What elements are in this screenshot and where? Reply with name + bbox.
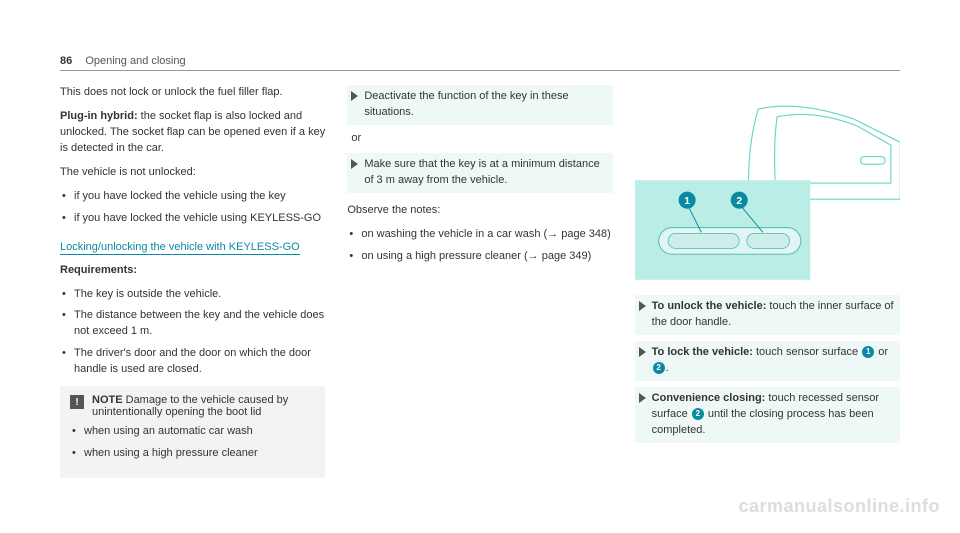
callout-2-label: 2 (736, 196, 742, 207)
body-text: This does not lock or unlock the fuel fi… (60, 85, 325, 101)
note-box: ! NOTE Damage to the vehicle caused by u… (60, 386, 325, 478)
body-text: Plug-in hybrid: the socket flap is also … (60, 109, 325, 157)
emphasis: Requirements: (60, 264, 137, 276)
watermark: carmanualsonline.info (738, 496, 940, 517)
action-item: Make sure that the key is at a minimum d… (347, 153, 612, 193)
action-list: To unlock the vehicle: touch the inner s… (635, 295, 900, 443)
list-item: on washing the vehicle in a car wash (→ … (347, 227, 612, 243)
body-text: . (666, 362, 669, 374)
triangle-icon (351, 91, 358, 101)
callout-ref-2: 2 (653, 362, 665, 374)
action-list: Deactivate the function of the key in th… (347, 85, 612, 125)
list-item: when using an automatic car wash (70, 424, 315, 440)
callout-ref-1: 1 (862, 346, 874, 358)
list-item: The distance between the key and the veh… (60, 308, 325, 340)
arrow-icon: → (547, 228, 558, 240)
section-heading-link: Locking/unlocking the vehicle with KEYLE… (60, 241, 300, 255)
action-item: To unlock the vehicle: touch the inner s… (635, 295, 900, 335)
note-text: NOTE Damage to the vehicle caused by uni… (92, 394, 315, 418)
emphasis: Convenience closing: (652, 392, 766, 404)
column-1: This does not lock or unlock the fuel fi… (60, 85, 325, 478)
body-text: on using a high pressure cleaner ( (361, 250, 527, 262)
body-text: page 349) (539, 250, 592, 262)
action-item: Convenience closing: touch recessed sens… (635, 387, 900, 443)
action-list: Make sure that the key is at a minimum d… (347, 153, 612, 193)
list-item: The driver's door and the door on which … (60, 346, 325, 378)
body-text: page 348) (558, 228, 611, 240)
action-text: To lock the vehicle: touch sensor surfac… (652, 345, 894, 377)
body-text: Observe the notes: (347, 203, 612, 219)
action-text: To unlock the vehicle: touch the inner s… (652, 299, 894, 331)
action-item: Deactivate the function of the key in th… (347, 85, 612, 125)
arrow-icon: → (528, 250, 539, 262)
callout-1-label: 1 (684, 196, 690, 207)
triangle-icon (639, 301, 646, 311)
body-text: touch sensor surface (753, 346, 861, 358)
section-title: Opening and closing (85, 55, 185, 67)
list-item: The key is outside the vehicle. (60, 287, 325, 303)
column-2: Deactivate the function of the key in th… (347, 85, 612, 478)
action-text: Deactivate the function of the key in th… (364, 89, 606, 121)
bullet-list: The key is outside the vehicle. The dist… (60, 287, 325, 379)
body-text: The vehicle is not unlocked: (60, 165, 325, 181)
emphasis: Plug-in hybrid: (60, 110, 138, 122)
emphasis: To unlock the vehicle: (652, 300, 767, 312)
callout-ref-2: 2 (692, 408, 704, 420)
emphasis: NOTE (92, 394, 123, 406)
page-header: 86 Opening and closing (60, 55, 900, 71)
action-item: To lock the vehicle: touch sensor surfac… (635, 341, 900, 381)
page-number: 86 (60, 55, 72, 67)
triangle-icon (351, 159, 358, 169)
or-text: or (351, 131, 612, 147)
column-3: 1 2 To unlock the vehicle: touch the inn… (635, 85, 900, 478)
list-item: if you have locked the vehicle using KEY… (60, 211, 325, 227)
triangle-icon (639, 393, 646, 403)
list-item: if you have locked the vehicle using the… (60, 189, 325, 205)
vehicle-diagram: 1 2 (635, 85, 900, 285)
bullet-list: when using an automatic car wash when us… (70, 424, 315, 462)
action-text: Make sure that the key is at a minimum d… (364, 157, 606, 189)
body-text: or (875, 346, 888, 358)
requirements-heading: Requirements: (60, 263, 325, 279)
list-item: on using a high pressure cleaner (→ page… (347, 249, 612, 265)
emphasis: To lock the vehicle: (652, 346, 753, 358)
triangle-icon (639, 347, 646, 357)
bullet-list: on washing the vehicle in a car wash (→ … (347, 227, 612, 265)
action-text: Convenience closing: touch recessed sens… (652, 391, 894, 439)
note-header: ! NOTE Damage to the vehicle caused by u… (70, 394, 315, 418)
body-text: on washing the vehicle in a car wash ( (361, 228, 547, 240)
list-item: when using a high pressure cleaner (70, 446, 315, 462)
warning-icon: ! (70, 395, 84, 409)
bullet-list: if you have locked the vehicle using the… (60, 189, 325, 227)
